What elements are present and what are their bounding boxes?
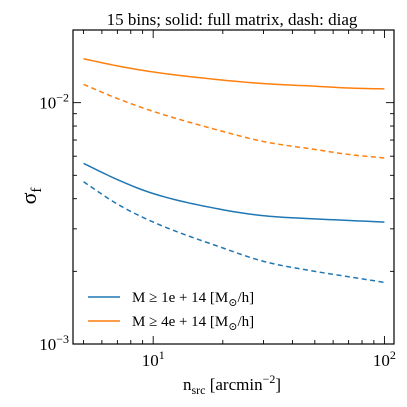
legend-label-0: M ≥ 1e + 14 [M⊙/h] bbox=[132, 290, 254, 309]
series-line-2 bbox=[83, 58, 385, 90]
x-axis-label-sub: src bbox=[191, 383, 205, 397]
legend: M ≥ 1e + 14 [M⊙/h] M ≥ 4e + 14 [M⊙/h] bbox=[88, 290, 254, 333]
x-axis-label: nsrc [arcmin−2] bbox=[183, 372, 281, 397]
legend-label-1-sub: ⊙ bbox=[228, 321, 237, 333]
x-axis-label-main: n bbox=[183, 375, 192, 394]
plot-frame bbox=[72, 29, 395, 345]
series-line-1 bbox=[83, 181, 385, 284]
x-tick-label-1: 102 bbox=[373, 348, 396, 370]
y-axis-label: σf bbox=[16, 188, 45, 205]
x-tick-label-0: 101 bbox=[142, 348, 165, 370]
y-tick-label-exp: −2 bbox=[56, 91, 69, 105]
series-line-3 bbox=[83, 83, 385, 159]
legend-label-1: M ≥ 4e + 14 [M⊙/h] bbox=[132, 314, 254, 333]
series-layer bbox=[83, 58, 385, 284]
legend-label-0-tail: /h] bbox=[238, 290, 255, 306]
y-axis-label-main: σ bbox=[16, 192, 41, 204]
legend-label-0-sub: ⊙ bbox=[228, 297, 237, 309]
series-line-0 bbox=[83, 162, 385, 223]
y-tick-label-exp: −3 bbox=[56, 332, 69, 346]
legend-label-1-text: M ≥ 4e + 14 [M bbox=[132, 314, 228, 330]
y-tick-label-0: 10−3 bbox=[39, 332, 69, 354]
chart-title: 15 bins; solid: full matrix, dash: diag bbox=[107, 10, 358, 29]
y-tick-label-1: 10−2 bbox=[39, 91, 69, 113]
x-axis-label-unit: [arcmin bbox=[205, 375, 263, 394]
y-tick-label-base: 10 bbox=[39, 94, 56, 113]
x-tick-label-base: 10 bbox=[373, 351, 390, 370]
x-tick-label-exp: 1 bbox=[159, 348, 165, 362]
y-tick-label-base: 10 bbox=[39, 335, 56, 354]
tick-layer bbox=[73, 29, 394, 345]
x-axis-label-unit-exp: −2 bbox=[263, 372, 276, 386]
y-axis-label-sub: f bbox=[29, 188, 45, 193]
x-tick-label-base: 10 bbox=[142, 351, 159, 370]
legend-label-1-tail: /h] bbox=[238, 314, 255, 330]
x-tick-label-exp: 2 bbox=[390, 348, 396, 362]
x-axis-label-unit-close: ] bbox=[275, 375, 281, 394]
legend-label-0-text: M ≥ 1e + 14 [M bbox=[132, 290, 228, 306]
